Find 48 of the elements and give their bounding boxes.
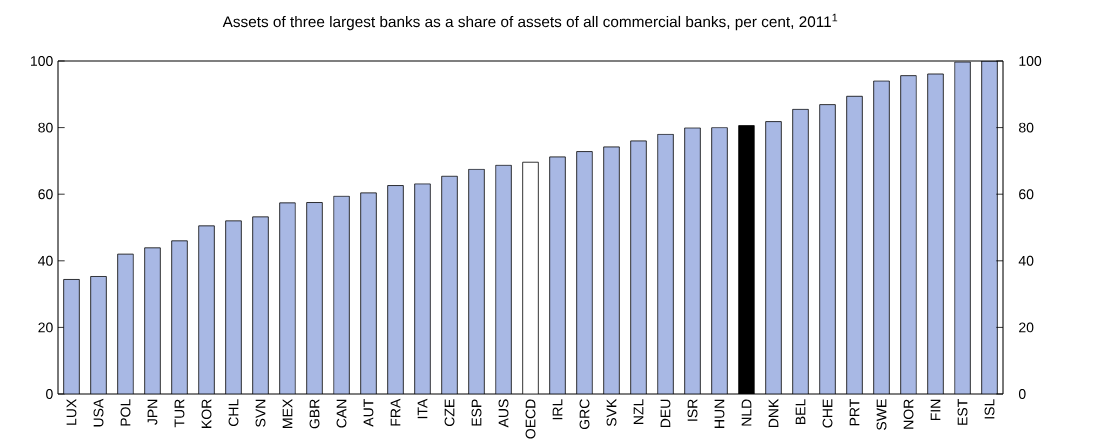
x-tick-label: FIN bbox=[930, 399, 941, 421]
y2-tick-label: 40 bbox=[38, 255, 53, 266]
y2-tick-label: 100 bbox=[31, 56, 53, 66]
x-tick-label: SVN bbox=[255, 399, 266, 427]
x-tick-label: SWE bbox=[876, 399, 887, 430]
x-tick-label: DEU bbox=[660, 399, 671, 428]
x-tick-label: CHE bbox=[822, 399, 833, 428]
x-tick-label: PRT bbox=[849, 399, 860, 426]
y2-tick-label: 20 bbox=[38, 322, 53, 333]
x-tick-label: ISL bbox=[984, 399, 995, 419]
x-tick-label: USA bbox=[93, 398, 104, 427]
x-tick-label: JPN bbox=[147, 399, 158, 425]
chart-title: Assets of three largest banks as a share of assets of all commercial banks, per cent, 2011$^{1}$ bbox=[222, 13, 838, 31]
y-tick-label: 40 bbox=[1018, 255, 1034, 266]
x-tick-label: IRL bbox=[552, 399, 563, 420]
x-tick-label: BEL bbox=[795, 399, 806, 425]
y2-tick-label: 60 bbox=[38, 189, 53, 200]
x-tick-label: ISR bbox=[687, 399, 698, 421]
x-tick-label: FRA bbox=[390, 398, 401, 426]
x-tick-label: SVK bbox=[606, 398, 617, 427]
y-tick-label: 20 bbox=[1019, 322, 1034, 333]
x-tick-label: EST bbox=[957, 399, 968, 425]
x-tick-label: KOR bbox=[201, 399, 212, 428]
x-tick-label: CAN bbox=[336, 399, 347, 428]
y2-tick-label: 0 bbox=[46, 389, 53, 399]
x-tick-label: AUS bbox=[498, 399, 509, 428]
x-tick-label: OECD bbox=[525, 399, 536, 439]
x-tick-label: LUX bbox=[66, 399, 77, 425]
x-tick-label: NOR bbox=[903, 399, 914, 429]
y-tick-label: 60 bbox=[1019, 189, 1034, 200]
x-tick-label: POL bbox=[120, 399, 131, 426]
x-tick-label: MEX bbox=[282, 399, 293, 428]
x-tick-label: AUT bbox=[363, 399, 374, 427]
x-tick-label: NLD bbox=[741, 399, 752, 426]
y-tick-label: 100 bbox=[1019, 56, 1042, 66]
y2-tick-label: 80 bbox=[38, 122, 53, 133]
x-tick-label: TUR bbox=[174, 399, 185, 428]
x-tick-label: ITA bbox=[417, 398, 428, 419]
x-tick-label: GBR bbox=[309, 399, 320, 429]
x-tick-label: NZL bbox=[633, 399, 644, 425]
x-tick-label: ESP bbox=[471, 399, 482, 426]
x-tick-label: HUN bbox=[714, 399, 725, 428]
x-tick-label: CHL bbox=[228, 399, 239, 427]
x-tick-label: GRC bbox=[579, 399, 590, 430]
x-tick-label: DNK bbox=[768, 398, 779, 428]
x-tick-label: CZE bbox=[444, 399, 455, 426]
y-tick-label: 80 bbox=[1018, 122, 1034, 133]
y-tick-label: 0 bbox=[1018, 389, 1026, 399]
